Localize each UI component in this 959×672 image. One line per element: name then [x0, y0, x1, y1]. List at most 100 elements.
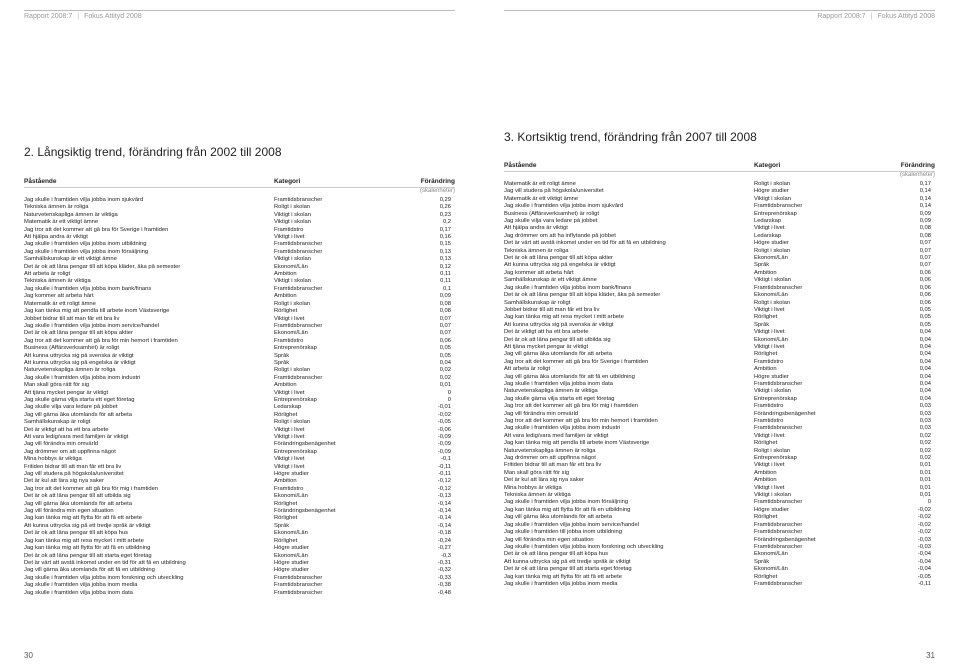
cell-statement: Att vara ledig/vara med familjen är vikt… [24, 434, 274, 441]
cell-statement: Jag vill gärna åka utomlands för att arb… [24, 412, 274, 419]
table-row: Jag skulle i framtiden vilja jobba inom … [504, 544, 935, 551]
cell-statement: Naturvetenskapliga ämnen är viktiga [504, 388, 754, 395]
cell-category: Ekonomi/Lån [274, 553, 395, 560]
cell-statement: Jag vill förändra min omvärld [504, 411, 754, 418]
cell-category: Ekonomi/Lån [274, 264, 395, 271]
cell-change: 0,04 [875, 366, 935, 373]
cell-statement: Jag kommer att arbeta hårt [24, 293, 274, 300]
cell-category: Språk [274, 353, 395, 360]
col-statement: Påstående [24, 178, 274, 188]
cell-statement: Jag skulle i framtiden till jobba inom u… [504, 529, 754, 536]
cell-change: 0,06 [875, 277, 935, 284]
cell-change: 0,09 [875, 211, 935, 218]
cell-category: Högre studier [274, 560, 395, 567]
table-row: Jag skulle vilja vara ledare på jobbetLe… [504, 218, 935, 225]
cell-category: Framtidsbranscher [754, 425, 875, 432]
cell-category: Framtidsbranscher [754, 522, 875, 529]
cell-change: 0,05 [875, 314, 935, 321]
cell-statement: Jag tror att det kommer att gå bra för S… [504, 359, 754, 366]
cell-category: Rörlighet [274, 515, 395, 522]
table-row: Naturvetenskapliga ämnen är roligaRoligt… [24, 367, 455, 374]
cell-statement: Samhällskunskap är roligt [24, 419, 274, 426]
table-row: Matematik är ett roligt ämneRoligt i sko… [504, 181, 935, 188]
cell-category: Rörlighet [754, 351, 875, 358]
table-row: Jag drömmer om att uppfinna någotEntrepr… [504, 455, 935, 462]
table-row: Det är kul att lära sig nya sakerAmbitio… [24, 478, 455, 485]
cell-change: -0,04 [875, 566, 935, 573]
cell-statement: Tekniska ämnen är viktiga [24, 278, 274, 285]
table-row: Man skall göra rätt för sigAmbition0,01 [24, 382, 455, 389]
page-left: Rapport 2008:7 | Fokus Attityd 2008 2. L… [0, 0, 479, 672]
cell-category: Ambition [754, 470, 875, 477]
table-row: Jag skulle i framtiden vilja jobba inom … [504, 381, 935, 388]
cell-change: 0,07 [395, 323, 455, 330]
cell-change: 0,06 [875, 300, 935, 307]
cell-statement: Jag skulle i framtiden vilja jobba inom … [24, 323, 274, 330]
cell-statement: Jag vill förändra min egen situation [24, 508, 274, 515]
cell-category: Ledarskap [274, 404, 395, 411]
cell-category: Viktigt i livet [754, 344, 875, 351]
cell-statement: Jag skulle gärna vilja starta ett eget f… [504, 396, 754, 403]
table-row: Jag vill förändra min egen situationFörä… [24, 508, 455, 515]
cell-change: 0,01 [875, 470, 935, 477]
cell-category: Rörlighet [274, 538, 395, 545]
cell-change: 0,08 [875, 225, 935, 232]
cell-statement: Det är ok att låna pengar till att köpa … [24, 530, 274, 537]
cell-category: Högre studier [754, 374, 875, 381]
cell-category: Viktigt i livet [274, 427, 395, 434]
cell-change: -0,3 [395, 553, 455, 560]
cell-category: Framtidsbranscher [274, 197, 395, 204]
table-row: Jag kommer att arbeta hårtAmbition0,09 [24, 293, 455, 300]
report-label: Rapport 2008:7 [24, 13, 72, 20]
cell-change: -0,03 [875, 537, 935, 544]
table-row: Det är viktigt att ha ett bra arbeteVikt… [24, 427, 455, 434]
cell-category: Ekonomi/Lån [754, 566, 875, 573]
header-sep: | [77, 13, 79, 20]
table-row: Jag skulle i framtiden vilja jobba inom … [24, 286, 455, 293]
table-row: Jag kan tänka mig att flytta för att få … [24, 545, 455, 552]
cell-category: Ambition [274, 478, 395, 485]
table-row: Samhällskunskap är ett viktigt ämneVikti… [504, 277, 935, 284]
cell-category: Framtidsbranscher [754, 499, 875, 506]
cell-category: Viktigt i livet [274, 456, 395, 463]
cell-statement: Att hjälpa andra är viktigt [24, 234, 274, 241]
cell-category: Språk [754, 262, 875, 269]
table-row: Jag drömmer om att ha inflytande på jobb… [504, 233, 935, 240]
cell-statement: Jag skulle i framtiden vilja jobba inom … [24, 582, 274, 589]
cell-change: 0,04 [395, 360, 455, 367]
table-row: Det är viktigt att ha ett bra arbeteVikt… [504, 329, 935, 336]
cell-category: Rörlighet [274, 308, 395, 315]
cell-change: 0 [395, 397, 455, 404]
cell-change: -0,02 [875, 529, 935, 536]
cell-statement: Jag kan tänka mig att resa mycket i mitt… [24, 538, 274, 545]
cell-category: Ekonomi/Lån [754, 255, 875, 262]
table-row: Jag skulle i framtiden vilja jobba inom … [24, 197, 455, 204]
cell-statement: Att kunna uttrycka sig på engelska är vi… [504, 262, 754, 269]
cell-statement: Business (Affärsverksamhet) är roligt [504, 211, 754, 218]
table-row: Jag vill gärna åka utomlands för att arb… [24, 412, 455, 419]
cell-statement: Jobbet bidrar till att man får ett bra l… [504, 307, 754, 314]
cell-statement: Naturvetenskapliga ämnen är roliga [504, 448, 754, 455]
cell-category: Förändringsbenägenhet [754, 411, 875, 418]
cell-category: Ambition [754, 270, 875, 277]
cell-change: 0,01 [395, 382, 455, 389]
table-row: Matematik är ett roligt ämneRoligt i sko… [24, 301, 455, 308]
cell-statement: Jag vill förändra min omvärld [24, 441, 274, 448]
cell-statement: Jag kan tänka mig att flytta för att få … [24, 545, 274, 552]
cell-statement: Jag skulle i framtiden vilja jobba inom … [24, 590, 274, 597]
cell-category: Ledarskap [754, 233, 875, 240]
cell-category: Entreprenörskap [754, 396, 875, 403]
cell-category: Framtidsbranscher [754, 203, 875, 210]
table-row: Jag skulle i framtiden vilja jobba inom … [24, 375, 455, 382]
cell-statement: Tekniska ämnen är roliga [24, 204, 274, 211]
cell-statement: Jag skulle i framtiden vilja jobba inom … [504, 544, 754, 551]
cell-change: 0,16 [395, 234, 455, 241]
cell-category: Roligt i skolan [274, 301, 395, 308]
cell-change: 0,05 [875, 307, 935, 314]
cell-change: 0,23 [395, 212, 455, 219]
cell-statement: Jag drömmer om att ha inflytande på jobb… [504, 233, 754, 240]
cell-change: 0,01 [875, 492, 935, 499]
cell-statement: Jag vill gärna åka utomlands för att arb… [504, 351, 754, 358]
table-row: Samhällskunskap är roligtRoligt i skolan… [24, 419, 455, 426]
cell-change: 0,03 [875, 418, 935, 425]
